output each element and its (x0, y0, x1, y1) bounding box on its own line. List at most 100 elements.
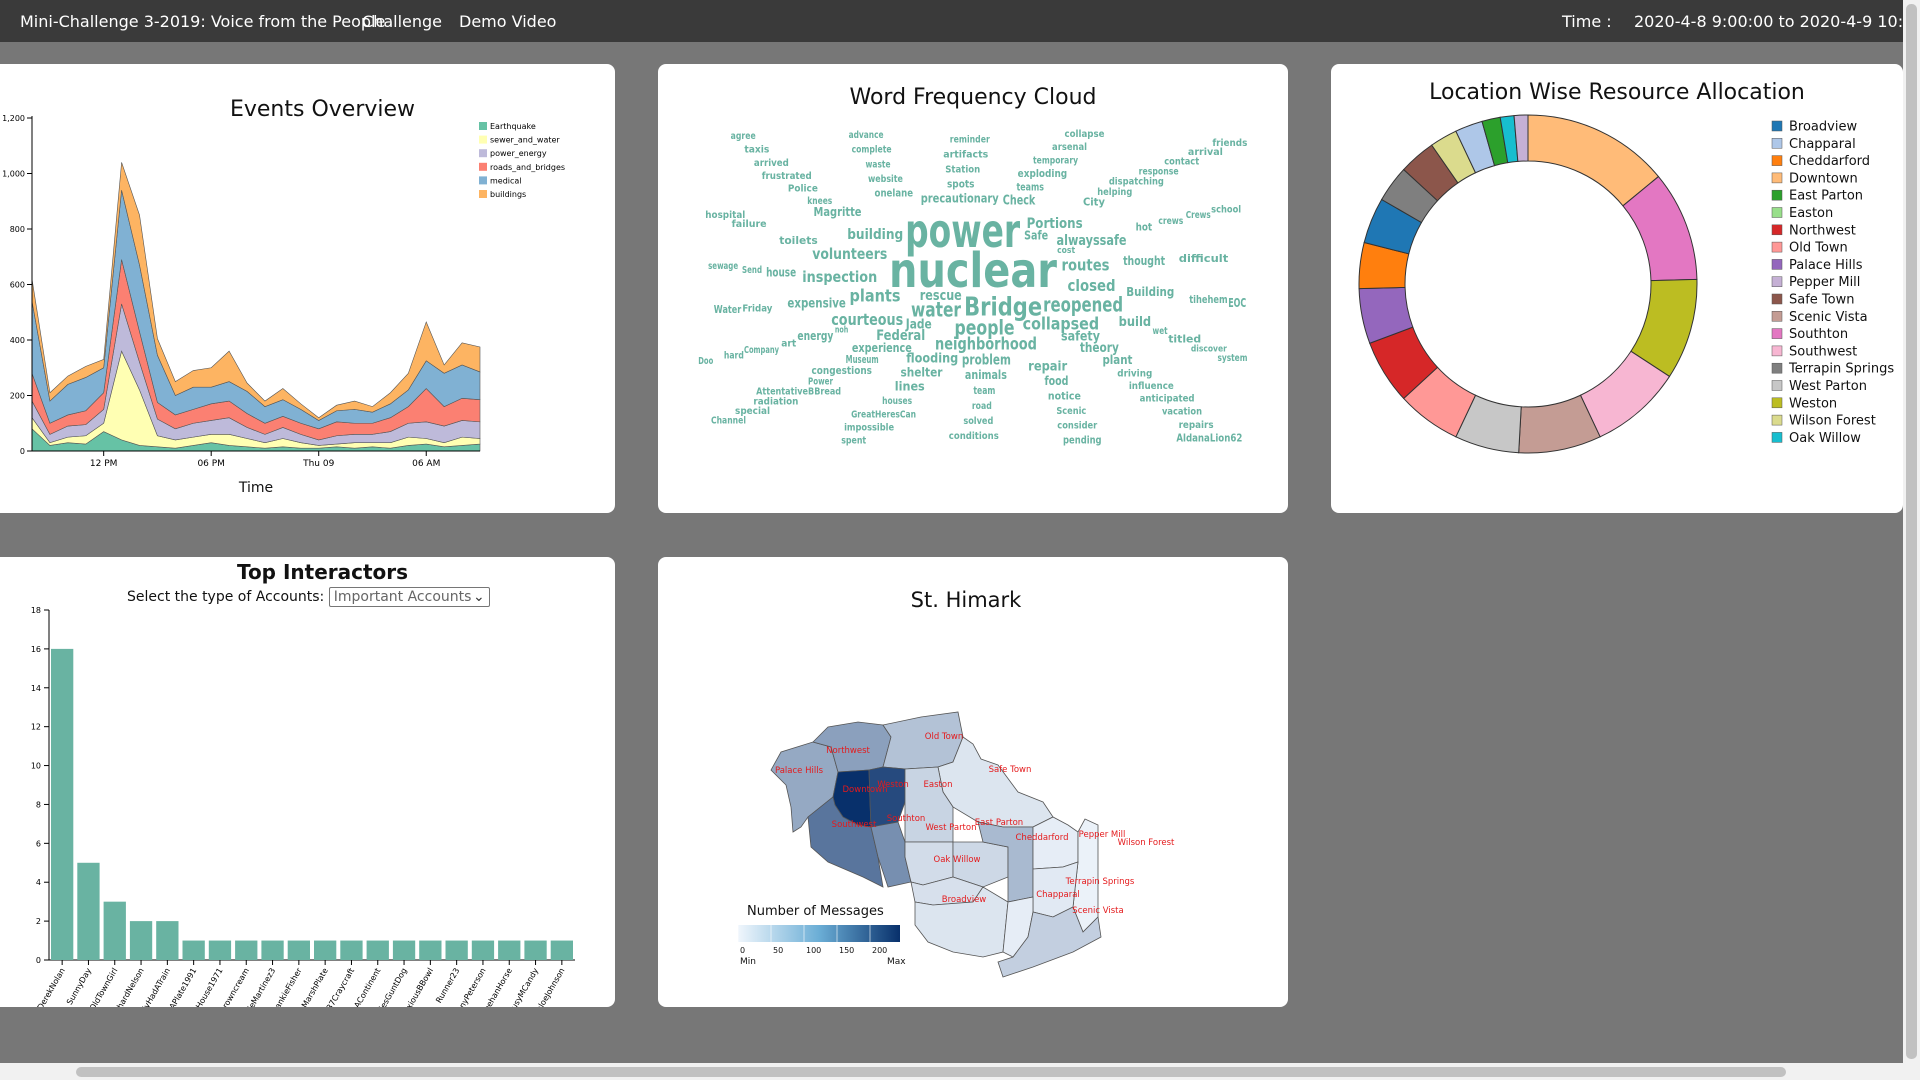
word-cloud-word: precautionary (921, 191, 999, 205)
word-cloud-word: Send (742, 265, 762, 276)
word-cloud-word: waste (866, 159, 891, 170)
legend-tick-label: 200 (872, 946, 887, 955)
word-cloud-word: Portions (1027, 216, 1083, 232)
map-region-label: Palace Hills (775, 766, 824, 776)
vertical-scroll-thumb[interactable] (1906, 4, 1917, 1059)
nav-link-challenge[interactable]: Challenge (362, 12, 442, 31)
word-cloud-word: Friday (742, 304, 772, 315)
donut-legend-swatch (1771, 311, 1783, 322)
donut-slice (1513, 114, 1529, 162)
interactor-bar (156, 921, 179, 960)
donut-legend-swatch (1771, 120, 1783, 132)
y-tick-label: 18 (31, 606, 41, 615)
word-cloud-word: Check (1003, 193, 1036, 208)
word-cloud-word: temporary (1033, 155, 1078, 166)
word-cloud-word: onelane (875, 186, 914, 199)
map-region-label: Chapparal (1036, 890, 1080, 900)
word-cloud-panel: Word Frequency Cloud nuclear power Bridge w… (658, 64, 1288, 513)
word-cloud-word: plants (850, 287, 901, 307)
resource-allocation-panel: Location Wise Resource Allocation Broadv… (1331, 64, 1903, 513)
word-cloud-word: advance (849, 130, 884, 141)
donut-legend-swatch (1771, 432, 1783, 443)
legend-tick-label: 100 (806, 946, 821, 955)
donut-legend-swatch (1771, 380, 1783, 391)
horizontal-scroll-thumb[interactable] (76, 1067, 1786, 1077)
events-area-chart[interactable]: 0 200 400 600 800 1,000 1,200 12 PM 06 PM Thu 09 0… (0, 64, 615, 513)
legend-swatch (479, 176, 487, 185)
word-cloud-word: driving (1117, 368, 1152, 379)
word-cloud-word: influence (1129, 381, 1174, 392)
word-cloud-word: collapsed (1023, 314, 1100, 334)
horizontal-scrollbar[interactable] (0, 1063, 1903, 1080)
map-legend-gradient (738, 925, 900, 942)
word-cloud-word: sewage (708, 261, 738, 272)
map-region-label: Cheddarford (1016, 833, 1069, 843)
donut-legend-label: Palace Hills (1789, 258, 1863, 273)
app-title[interactable]: Mini-Challenge 3-2019: Voice from the Pe… (20, 12, 386, 31)
word-cloud-word: animals (965, 368, 1007, 382)
word-cloud-word: titled (1168, 333, 1201, 346)
interactor-bar (419, 940, 442, 960)
donut-legend-label: Cheddarford (1789, 154, 1870, 169)
word-cloud-word: AttentativeBBread (756, 387, 841, 398)
legend-label: buildings (490, 190, 526, 199)
resource-allocation-title: Location Wise Resource Allocation (1429, 80, 1805, 105)
word-cloud-word: safety (1061, 330, 1100, 345)
word-cloud-word: team (973, 384, 995, 397)
map-region-label: Old Town (925, 732, 963, 742)
donut-legend-swatch (1771, 155, 1783, 166)
word-cloud-word: reminder (950, 135, 990, 146)
word-cloud-word: energy (797, 329, 833, 343)
map-region-label: East Parton (975, 818, 1023, 828)
legend-tick-label: 0 (740, 946, 745, 955)
account-type-select[interactable]: Important Accounts ⌄ (328, 587, 490, 607)
interactor-bar (314, 940, 337, 960)
legend-tick-label: 50 (773, 946, 783, 955)
word-cloud-word: GreatHeresCan (851, 409, 916, 420)
word-cloud-word: discover (1191, 345, 1227, 355)
legend-swatch (479, 122, 487, 130)
word-cloud-word: neighborhood (935, 334, 1037, 354)
interactors-bar-chart[interactable]: 0 2 4 6 8 10 12 14 16 18 DerekNolanSunnyDayOldTown… (0, 557, 615, 1007)
legend-swatch (479, 149, 487, 158)
word-cloud-word: shelter (900, 366, 942, 380)
nav-link-demo-video[interactable]: Demo Video (459, 12, 557, 31)
word-cloud-word: frustrated (762, 171, 812, 182)
word-cloud-word: cost (1057, 246, 1076, 256)
word-cloud-word: house (766, 265, 796, 279)
word-cloud-word: arrival (1188, 147, 1223, 158)
resource-donut-chart[interactable]: Broadview Chapparal Cheddarford Downtown Eas… (1331, 64, 1903, 513)
account-type-row: Select the type of Accounts: Important A… (127, 587, 490, 607)
interactor-bar (103, 901, 126, 960)
interactor-name-label: Runner23 (434, 967, 461, 1005)
map-region-scenic-vista (997, 906, 1102, 978)
top-interactors-panel: Top Interactors Select the type of Accou… (0, 557, 615, 1007)
y-tick-label: 12 (31, 723, 41, 732)
word-cloud-word: Federal (876, 328, 925, 344)
y-tick-label: 8 (36, 800, 41, 809)
word-cloud-word: school (1211, 205, 1241, 216)
vertical-scrollbar[interactable] (1903, 0, 1920, 1080)
map-region-label: Southwest (832, 820, 877, 830)
word-cloud-word: tihehem (1189, 293, 1228, 306)
donut-legend-swatch (1771, 345, 1783, 357)
interactor-name-label: OldTownGirl (88, 967, 120, 1008)
word-cloud-word: City (1083, 196, 1105, 209)
word-cloud-word: Scenic (1056, 406, 1086, 417)
y-tick-label: 10 (31, 762, 41, 771)
donut-legend-label: Easton (1789, 206, 1833, 221)
map-region-label: Wilson Forest (1118, 838, 1175, 848)
word-cloud-word: taxis (744, 145, 769, 156)
st-himark-map-panel: St. Himark Palace Hills Northwest Old Town… (658, 557, 1288, 1007)
word-cloud-word: experience (852, 341, 912, 355)
word-cloud-word: anticipated (1140, 394, 1195, 405)
word-cloud-word: Jade (905, 317, 932, 332)
x-tick-label: Thu 09 (302, 459, 334, 469)
word-cloud-word: reopened (1043, 292, 1123, 316)
donut-legend-label: Safe Town (1789, 293, 1854, 308)
y-tick-label: 4 (36, 878, 41, 887)
word-cloud-word: hospital (705, 210, 745, 221)
y-tick-label: 800 (10, 225, 25, 234)
y-tick-label: 0 (36, 956, 41, 965)
